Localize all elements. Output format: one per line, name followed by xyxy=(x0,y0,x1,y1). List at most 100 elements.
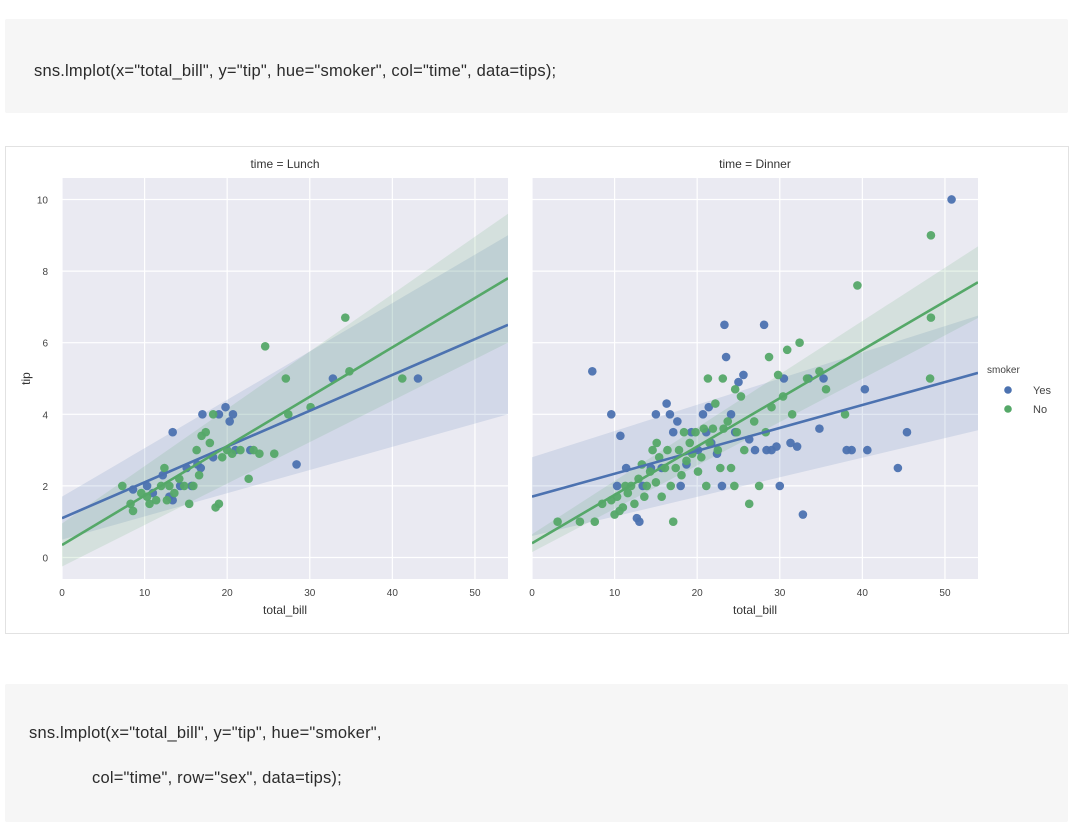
scatter-point xyxy=(902,427,912,437)
scatter-point xyxy=(739,445,749,455)
scatter-point xyxy=(165,481,174,491)
scatter-point xyxy=(926,313,936,322)
scatter-point xyxy=(117,481,127,491)
legend-marker xyxy=(1004,405,1012,413)
code-block-lmplot-col-row: sns.lmplot(x="total_bill", y="tip", hue=… xyxy=(5,684,1068,822)
panel-plot-area xyxy=(62,213,508,567)
scatter-point xyxy=(189,481,198,491)
figure-frame: 0 10 20 30 40 50 0 2 4 6 8 10 time = Lunch total_bill… xyxy=(5,146,1069,634)
y-tick-label: 6 xyxy=(42,339,48,350)
scatter-point xyxy=(151,495,161,505)
scatter-point xyxy=(184,499,194,509)
scatter-point xyxy=(635,517,644,527)
scatter-point xyxy=(671,463,681,473)
scatter-point xyxy=(217,452,227,462)
scatter-point xyxy=(651,410,661,419)
scatter-point xyxy=(697,452,706,462)
x-tick-label: 50 xyxy=(469,588,481,599)
scatter-point xyxy=(860,384,870,394)
scatter-point xyxy=(764,352,774,362)
scatter-point xyxy=(662,399,671,408)
confidence-band xyxy=(532,246,978,553)
scatter-point xyxy=(666,481,676,491)
scatter-point xyxy=(652,438,662,448)
scatter-point xyxy=(606,410,616,419)
scatter-point xyxy=(772,442,781,451)
scatter-point xyxy=(145,499,154,509)
scatter-point xyxy=(208,410,218,419)
scatter-point xyxy=(225,417,234,426)
scatter-point xyxy=(616,431,625,441)
scatter-point xyxy=(651,478,661,487)
scatter-point xyxy=(168,427,177,437)
scatter-point xyxy=(723,417,733,426)
scatter-point xyxy=(292,460,301,469)
legend-label: Yes xyxy=(1033,385,1051,397)
scatter-point xyxy=(736,392,746,401)
panel-background xyxy=(532,178,978,579)
legend-label: No xyxy=(1033,404,1047,416)
x-tick-label: 50 xyxy=(939,588,951,599)
scatter-point xyxy=(587,367,597,376)
scatter-point xyxy=(623,488,633,498)
scatter-point xyxy=(201,427,211,437)
scatter-point xyxy=(668,427,678,437)
scatter-point xyxy=(815,424,824,433)
scatter-point xyxy=(676,481,685,491)
x-tick-label: 30 xyxy=(304,588,316,599)
scatter-point xyxy=(726,463,736,473)
code-line: sns.lmplot(x="total_bill", y="tip", hue=… xyxy=(34,62,557,80)
scatter-point xyxy=(244,474,253,484)
scatter-point xyxy=(782,345,792,355)
scatter-point xyxy=(787,410,797,419)
scatter-point xyxy=(128,506,138,516)
scatter-point xyxy=(170,488,179,498)
scatter-point xyxy=(196,463,206,473)
y-tick-label: 8 xyxy=(42,267,48,278)
panel-title: time = Lunch xyxy=(250,157,319,171)
scatter-point xyxy=(281,374,291,383)
scatter-point xyxy=(739,370,748,380)
scatter-point xyxy=(775,481,785,491)
scatter-point xyxy=(730,384,740,394)
scatter-point xyxy=(786,438,795,448)
lmplot-figure: 0 10 20 30 40 50 0 2 4 6 8 10 time = Lunch total_bill… xyxy=(19,157,1051,617)
x-axis-label: total_bill xyxy=(263,603,307,617)
y-tick-label: 4 xyxy=(42,410,48,421)
scatter-point xyxy=(853,281,862,290)
confidence-band xyxy=(532,315,978,537)
scatter-point xyxy=(179,481,189,491)
scatter-point xyxy=(657,492,666,501)
x-tick-label: 30 xyxy=(774,588,786,599)
scatter-point xyxy=(663,445,672,455)
code-line: col="time", row="sex", data=tips); xyxy=(92,769,342,787)
x-tick-label: 10 xyxy=(139,588,151,599)
scatter-point xyxy=(192,445,201,455)
scatter-point xyxy=(759,320,769,330)
confidence-band xyxy=(62,235,508,540)
scatter-point xyxy=(792,442,802,451)
scatter-point xyxy=(682,456,691,466)
legend-title: smoker xyxy=(987,365,1020,376)
x-tick-label: 40 xyxy=(387,588,399,599)
code-line: sns.lmplot(x="total_bill", y="tip", hue=… xyxy=(29,724,382,742)
scatter-point xyxy=(612,481,622,491)
scatter-point xyxy=(732,427,742,437)
scatter-point xyxy=(847,445,856,455)
scatter-point xyxy=(198,410,207,419)
scatter-point xyxy=(221,402,230,412)
scatter-point xyxy=(708,424,718,433)
x-tick-label: 20 xyxy=(692,588,704,599)
scatter-point xyxy=(947,195,956,204)
y-axis-label: tip xyxy=(19,372,33,385)
scatter-point xyxy=(821,384,831,394)
scatter-point xyxy=(269,449,279,458)
scatter-point xyxy=(665,410,675,419)
scatter-point xyxy=(640,492,649,501)
scatter-point xyxy=(674,445,684,455)
scatter-point xyxy=(553,517,562,527)
x-tick-label: 20 xyxy=(222,588,234,599)
scatter-point xyxy=(717,481,727,491)
code-block-lmplot-col: sns.lmplot(x="total_bill", y="tip", hue=… xyxy=(5,19,1068,113)
scatter-point xyxy=(677,470,686,480)
